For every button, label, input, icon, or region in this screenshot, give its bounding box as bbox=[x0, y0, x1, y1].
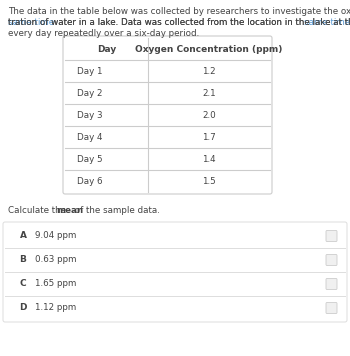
Text: tration of water in a lake. Data was collected from the location in the lake at : tration of water in a lake. Data was col… bbox=[8, 18, 350, 27]
Text: of the sample data.: of the sample data. bbox=[72, 206, 160, 215]
FancyBboxPatch shape bbox=[3, 222, 347, 322]
FancyBboxPatch shape bbox=[326, 230, 337, 241]
Text: D: D bbox=[19, 304, 27, 313]
Text: B: B bbox=[20, 256, 27, 265]
FancyBboxPatch shape bbox=[63, 36, 272, 194]
Text: Day 2: Day 2 bbox=[77, 89, 103, 98]
Text: Day 5: Day 5 bbox=[77, 155, 103, 163]
Text: same time: same time bbox=[304, 18, 350, 27]
Text: Day: Day bbox=[97, 44, 116, 53]
Text: Calculate the: Calculate the bbox=[8, 206, 69, 215]
Text: A: A bbox=[20, 231, 27, 241]
Text: tration of water in a lake. Data was collected from the location in the lake at : tration of water in a lake. Data was col… bbox=[8, 18, 350, 27]
FancyBboxPatch shape bbox=[326, 303, 337, 314]
Text: 0.63 ppm: 0.63 ppm bbox=[35, 256, 77, 265]
Text: Oxygen Concentration (ppm): Oxygen Concentration (ppm) bbox=[135, 44, 283, 53]
Text: C: C bbox=[20, 279, 26, 288]
Text: 1.7: 1.7 bbox=[202, 132, 216, 141]
Text: 9.04 ppm: 9.04 ppm bbox=[35, 231, 76, 241]
FancyBboxPatch shape bbox=[326, 278, 337, 289]
Text: 1.4: 1.4 bbox=[202, 155, 216, 163]
Text: Day 1: Day 1 bbox=[77, 67, 103, 75]
Text: every day repeatedly over a six-day period.: every day repeatedly over a six-day peri… bbox=[8, 29, 199, 38]
Text: 1.12 ppm: 1.12 ppm bbox=[35, 304, 76, 313]
Text: same time: same time bbox=[8, 18, 54, 27]
Text: 1.5: 1.5 bbox=[202, 177, 216, 185]
Text: The data in the table below was collected by researchers to investigate the oxyg: The data in the table below was collecte… bbox=[8, 7, 350, 16]
FancyBboxPatch shape bbox=[326, 255, 337, 266]
Text: Day 4: Day 4 bbox=[77, 132, 103, 141]
Text: Day 3: Day 3 bbox=[77, 110, 103, 120]
Text: mean: mean bbox=[57, 206, 84, 215]
Text: Day 6: Day 6 bbox=[77, 177, 103, 185]
Text: 2.0: 2.0 bbox=[202, 110, 216, 120]
Text: 1.2: 1.2 bbox=[202, 67, 216, 75]
Text: 2.1: 2.1 bbox=[202, 89, 216, 98]
Text: 1.65 ppm: 1.65 ppm bbox=[35, 279, 76, 288]
